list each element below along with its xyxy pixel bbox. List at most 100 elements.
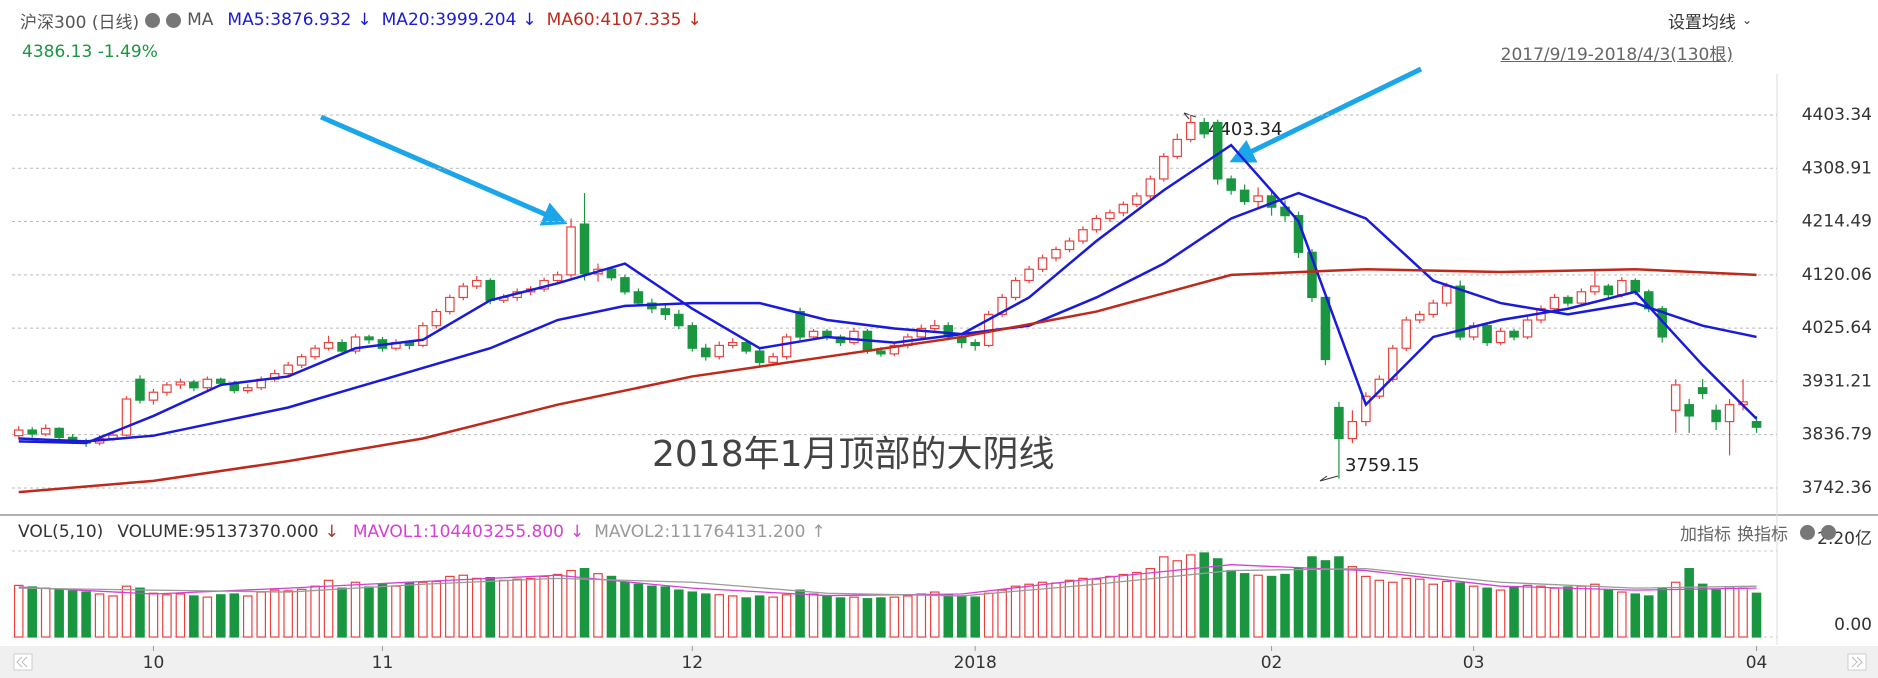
candle-body — [1751, 420, 1762, 428]
volume-bar — [1239, 573, 1250, 638]
volume-bar — [40, 587, 51, 638]
legend: MA5:3876.932 ↓ MA20:3999.204 ↓ MA60:4107.335… — [227, 10, 711, 30]
candle-body — [40, 427, 51, 435]
volume-header: VOL(5,10) VOLUME:95137370.000 ↓ MAVOL1:1… — [18, 520, 842, 544]
volume-bar — [1617, 591, 1627, 638]
y-tick-label: 4214.49 — [1802, 212, 1872, 232]
add-indicator[interactable]: 加指标 — [1680, 524, 1731, 545]
candle-body — [1051, 248, 1061, 259]
volume-bar — [377, 583, 388, 638]
candle-body — [1010, 279, 1021, 299]
settings-icon[interactable] — [145, 12, 161, 28]
candle-body — [633, 291, 644, 304]
close-icon[interactable] — [1821, 524, 1836, 540]
y-tick-label: 3931.21 — [1802, 371, 1872, 391]
x-tick-label: 11 — [372, 653, 394, 673]
volume-bar — [1455, 582, 1465, 638]
candle-body — [1320, 296, 1331, 361]
candle-body — [148, 391, 159, 401]
candle-body — [1576, 291, 1587, 304]
candle-body — [1132, 195, 1142, 205]
candle-body — [1334, 406, 1344, 440]
volume-bar — [1374, 579, 1385, 638]
volume-bar — [94, 593, 105, 638]
candle-body — [552, 274, 563, 282]
volume-bar — [660, 586, 671, 638]
x-tick-label: 10 — [143, 653, 165, 673]
candle-body — [781, 336, 792, 358]
candle-body — [1441, 285, 1452, 304]
volume-bar — [1145, 567, 1156, 638]
candle-body — [1105, 212, 1115, 220]
volume-bar — [1064, 579, 1075, 638]
close-icon[interactable] — [166, 12, 182, 28]
candle-body — [1455, 285, 1465, 338]
volume-bar — [1536, 585, 1546, 638]
ma-settings[interactable]: 设置均线 ⌄ — [1667, 8, 1758, 33]
volume-bar — [822, 595, 832, 638]
volume-bar — [175, 593, 186, 638]
y-tick-label: 0.00 — [1834, 615, 1872, 635]
volume-bar — [970, 596, 980, 638]
candle-body — [714, 344, 725, 358]
settings-icon[interactable] — [1800, 524, 1815, 540]
ma-settings-label[interactable]: 设置均线 — [1667, 12, 1736, 33]
switch-indicator[interactable]: 换指标 — [1737, 524, 1788, 545]
candle-body — [1159, 155, 1169, 180]
candle-body — [1078, 229, 1088, 242]
candle-body — [485, 279, 496, 301]
volume-bar — [13, 584, 24, 638]
candle-body — [674, 313, 684, 327]
volume-bar — [189, 595, 199, 638]
y-tick-label: 4403.34 — [1802, 105, 1872, 125]
volume-bar — [930, 591, 940, 638]
candle-body — [202, 378, 213, 389]
volume-bar — [714, 594, 725, 638]
candle-body — [189, 381, 199, 389]
volume-bar — [54, 589, 64, 638]
y-tick-label: 3836.79 — [1802, 425, 1872, 445]
volume-bar — [1670, 581, 1681, 638]
volume-bar — [1334, 556, 1344, 638]
candle-body — [175, 381, 186, 386]
candle-body — [296, 356, 307, 366]
volume-legend: MAVOL1:104403255.800 ↓ MAVOL2:111764131.20… — [353, 522, 836, 542]
volume-bar — [727, 595, 738, 638]
legend-trend: ↑ — [811, 522, 826, 542]
volume-bar — [862, 598, 873, 638]
candle-body — [27, 429, 37, 435]
volume-bar — [835, 597, 846, 638]
volume-bar — [539, 575, 549, 638]
volume-bar — [1549, 587, 1560, 638]
x-tick-label: 12 — [681, 653, 703, 673]
volume-bar — [525, 577, 536, 638]
candle-body — [418, 325, 428, 347]
volume-bar — [1091, 578, 1102, 638]
candle-body — [471, 279, 482, 287]
candle-body — [970, 341, 980, 347]
candle-body — [242, 387, 253, 392]
candle-body — [323, 341, 334, 349]
volume-bar — [1361, 575, 1371, 638]
candle-body — [1118, 203, 1129, 214]
volume-bar — [1590, 583, 1600, 638]
volume-bar — [956, 595, 967, 638]
candle-body — [1253, 195, 1263, 203]
candle-body — [849, 330, 859, 344]
y-tick-label: 4308.91 — [1802, 158, 1872, 178]
volume-bar — [1724, 586, 1735, 638]
legend-entry: MAVOL2:111764131.200 — [594, 522, 806, 542]
volume-bar — [1468, 585, 1479, 638]
candle-body — [1617, 279, 1627, 296]
x-tick-label: 03 — [1463, 653, 1485, 673]
volume-bar — [216, 594, 226, 638]
candle-body — [1185, 121, 1196, 141]
candle-body — [1670, 384, 1681, 411]
candle-body — [1037, 257, 1048, 270]
volume-bar — [1576, 585, 1587, 638]
volume-bar — [445, 575, 455, 638]
volume-bar — [808, 593, 819, 638]
scroll-left[interactable] — [13, 653, 33, 671]
chart-title: 沪深300 (日线) — [20, 12, 140, 33]
